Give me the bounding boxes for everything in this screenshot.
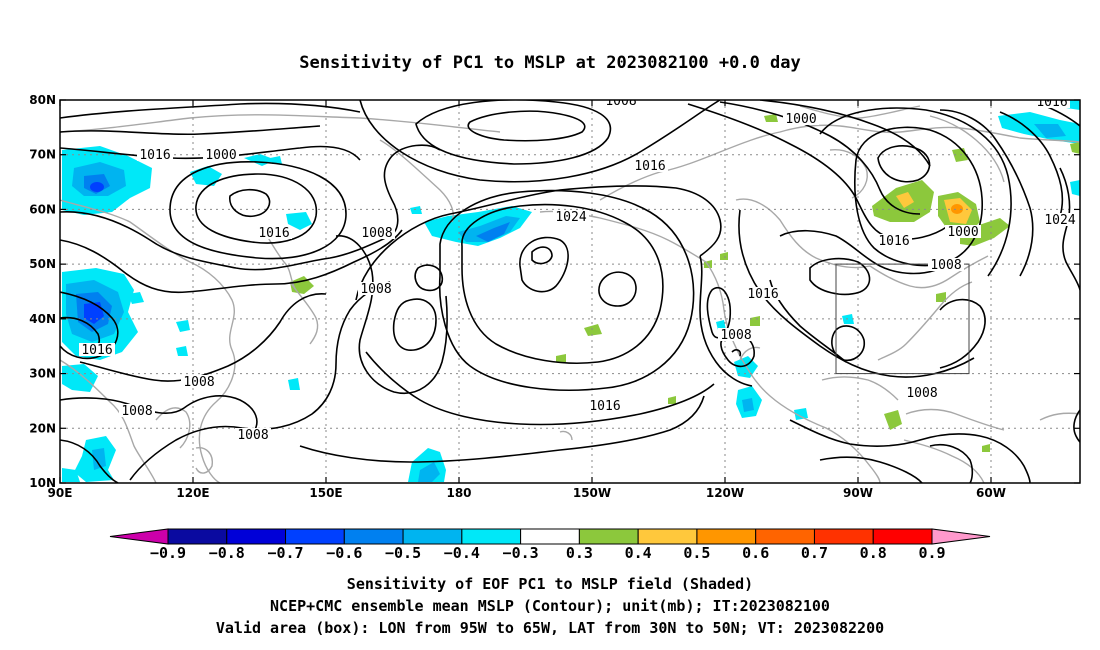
contour-label: 1008 [361,226,392,241]
caption-line-1: Sensitivity of EOF PC1 to MSLP field (Sh… [347,575,753,593]
colorbar-swatch [226,528,287,545]
colorbar-label: −0.6 [326,544,362,562]
contour-label: 1016 [589,399,620,414]
lon-label: 150E [309,486,342,500]
contour-label: 1024 [555,210,586,225]
mslp-isobars [60,100,1080,483]
contour-label: 1000 [785,112,816,127]
lat-label: 70N [29,148,56,162]
contour-label: 1008 [930,258,961,273]
colorbar-label: 0.7 [801,544,828,562]
contour-label: 1016 [81,343,112,358]
longitude-axis: 90E 120E 150E 180 150W 120W 90W 60W [48,100,1006,500]
lon-label: 150W [573,486,611,500]
colorbar-label: 0.9 [918,544,945,562]
colorbar-swatch [755,528,815,545]
colorbar-label: 0.6 [742,544,769,562]
map-background [60,100,1080,483]
colorbar-label: 0.3 [566,544,593,562]
contour-label: 1008 [906,386,937,401]
colorbar-swatch [578,528,639,545]
colorbar-swatch [872,528,933,545]
contour-label: 1016 [258,226,289,241]
contour-label: 1016 [634,159,665,174]
colorbar-label: −0.3 [503,544,539,562]
contour-label: 1000 [205,148,236,163]
contour-label: 1016 [139,148,170,163]
negative-sensitivity-shading [62,100,1080,482]
lat-label: 60N [29,202,56,216]
colorbar-extend-high [931,528,991,545]
lon-label: 60W [976,486,1006,500]
colorbar-extend-low [109,528,169,545]
contour-label: 1016 [878,234,909,249]
colorbar-swatch [696,528,757,545]
colorbar-swatch [343,528,404,545]
positive-sensitivity-shading [290,114,1080,452]
lat-label: 10N [29,476,56,490]
contour-label: 1008 [237,428,268,443]
lat-label: 50N [29,257,56,271]
lon-label: 120E [176,486,209,500]
contour-label: 1008 [183,375,214,390]
contour-label: 1016 [1036,95,1067,110]
valid-area-box [835,263,970,375]
lon-label: 90W [843,486,873,500]
lat-label: 40N [29,312,56,326]
lat-label: 20N [29,421,56,435]
contour-labels: 1008 1016 1000 1016 1008 1016 1024 1000 1008 1008… [79,94,1078,443]
colorbar-label: 0.4 [625,544,652,562]
contour-label: 1008 [121,404,152,419]
colorbar-swatch [285,528,345,545]
contour-label: 1008 [360,282,391,297]
colorbar-label: −0.9 [150,544,186,562]
lon-label: 90E [48,486,73,500]
colorbar-label: −0.5 [385,544,421,562]
colorbar-label: 0.5 [683,544,710,562]
map-title: Sensitivity of PC1 to MSLP at 2023082100… [299,53,801,73]
lat-label: 80N [29,93,56,107]
colorbar-label: −0.8 [209,544,245,562]
colorbar-swatch [167,528,228,545]
lon-label: 180 [446,486,471,500]
colorbar-swatch [637,528,698,545]
contour-label: 1008 [720,328,751,343]
colorbar-label: −0.7 [267,544,303,562]
contour-label: 1000 [947,225,978,240]
contour-label: 1008 [605,94,636,109]
latitude-axis: 80N 70N 60N 50N 40N 30N 20N 10N [29,93,1080,490]
map-frame [59,99,1081,484]
caption-line-3: Valid area (box): LON from 95W to 65W, L… [216,619,884,637]
lon-label: 120W [706,486,744,500]
contour-label: 1016 [747,287,778,302]
contour-label: 1024 [1044,213,1075,228]
colorbar: −0.9 −0.8 −0.7 −0.6 −0.5 −0.4 −0.3 0.3 0.4 0.5 0.6… [109,528,991,562]
caption-line-2: NCEP+CMC ensemble mean MSLP (Contour); u… [270,597,830,615]
colorbar-swatch [402,528,463,545]
colorbar-label: −0.4 [444,544,480,562]
colorbar-swatch [461,528,522,545]
lat-label: 30N [29,367,56,381]
map-plot-area: 1008 1016 1000 1016 1008 1016 1024 1000 1008 1008… [60,94,1080,483]
colorbar-swatch [813,528,874,545]
colorbar-swatch [520,528,580,545]
colorbar-label: 0.8 [860,544,887,562]
